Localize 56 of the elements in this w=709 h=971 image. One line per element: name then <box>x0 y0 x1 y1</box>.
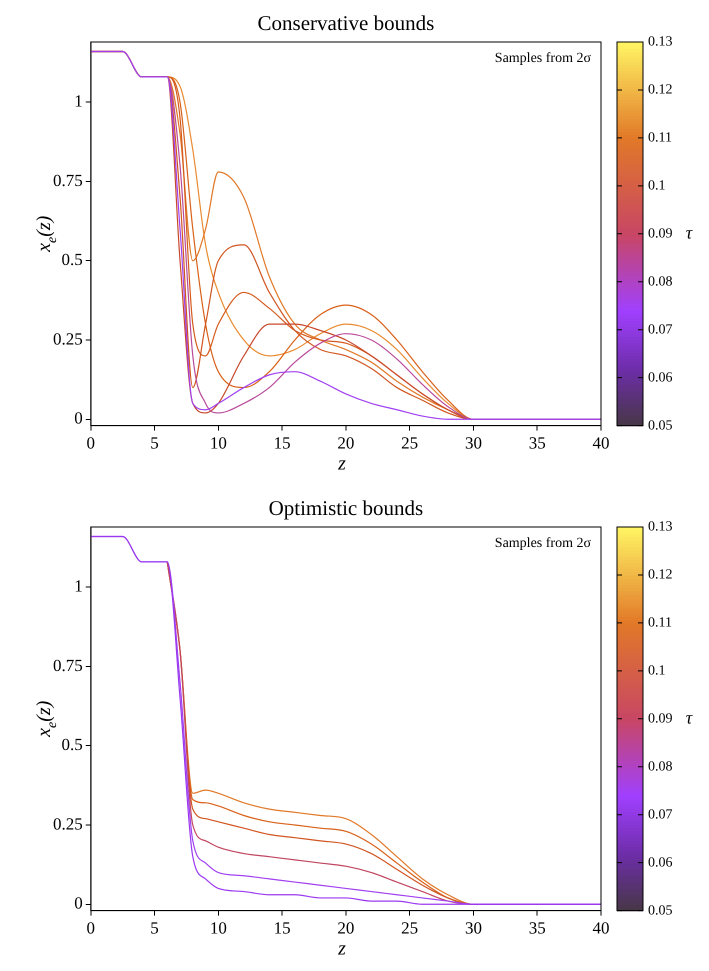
x-axis-title: z <box>337 938 346 960</box>
x-tick-label: 5 <box>150 918 159 938</box>
y-tick-label: 0.75 <box>53 170 83 190</box>
color-bar-label: 0.06 <box>648 855 672 870</box>
y-tick-label: 1 <box>74 576 83 596</box>
x-tick-label: 35 <box>528 918 546 938</box>
color-bar-label: 0.09 <box>648 711 672 726</box>
x-tick-label: 20 <box>337 918 354 938</box>
color-bar-label: 0.13 <box>648 520 672 535</box>
chart-title: Conservative bounds <box>258 11 434 35</box>
y-tick-label: 0.25 <box>53 329 83 348</box>
color-bar-label: 0.1 <box>648 664 666 679</box>
annotation: Samples from 2σ <box>494 51 592 66</box>
color-bar-label: 0.13 <box>648 34 672 50</box>
color-bar-label: 0.11 <box>648 616 672 631</box>
y-tick-label: 1 <box>74 92 83 111</box>
x-tick-label: 10 <box>210 433 227 452</box>
y-tick-label: 0 <box>74 408 83 428</box>
color-bar-label: 0.06 <box>648 370 672 386</box>
x-tick-label: 25 <box>401 433 418 452</box>
color-bar-label: 0.05 <box>648 418 672 434</box>
x-tick-label: 0 <box>86 918 95 938</box>
color-bar-label: 0.11 <box>648 130 672 146</box>
color-bar-label: 0.1 <box>648 178 666 194</box>
annotation: Samples from 2σ <box>494 536 592 551</box>
x-tick-label: 5 <box>150 433 159 452</box>
color-bar-label: 0.12 <box>648 568 672 583</box>
y-tick-label: 0.5 <box>62 250 83 270</box>
chart-title: Optimistic bounds <box>268 496 424 520</box>
x-tick-label: 40 <box>592 918 610 938</box>
y-tick-label: 0.25 <box>53 814 83 834</box>
x-tick-label: 40 <box>592 433 610 452</box>
x-tick-label: 35 <box>528 433 546 452</box>
color-bar-label: 0.05 <box>648 903 672 918</box>
color-bar-title: τ <box>686 708 693 728</box>
color-bar-label: 0.08 <box>648 274 672 290</box>
x-tick-label: 0 <box>86 433 95 452</box>
color-bar-label: 0.12 <box>648 82 672 98</box>
x-tick-label: 15 <box>274 433 291 452</box>
x-axis-title: z <box>337 452 346 475</box>
x-tick-label: 25 <box>401 918 418 938</box>
color-bar-title: τ <box>686 222 693 243</box>
y-tick-label: 0.5 <box>62 735 83 754</box>
x-tick-label: 10 <box>210 918 227 938</box>
color-bar-label: 0.08 <box>648 759 672 774</box>
y-axis-title: xe(z) <box>33 215 60 253</box>
color-bar-label: 0.09 <box>648 226 672 242</box>
x-tick-label: 30 <box>464 433 482 452</box>
color-bar-label: 0.07 <box>648 807 672 822</box>
x-tick-label: 30 <box>464 918 482 938</box>
x-tick-label: 20 <box>337 433 354 452</box>
x-tick-label: 15 <box>274 918 291 938</box>
y-tick-label: 0 <box>74 894 83 913</box>
y-axis-title: xe(z) <box>33 700 60 738</box>
y-tick-label: 0.75 <box>53 656 83 675</box>
color-bar-label: 0.07 <box>648 322 672 338</box>
